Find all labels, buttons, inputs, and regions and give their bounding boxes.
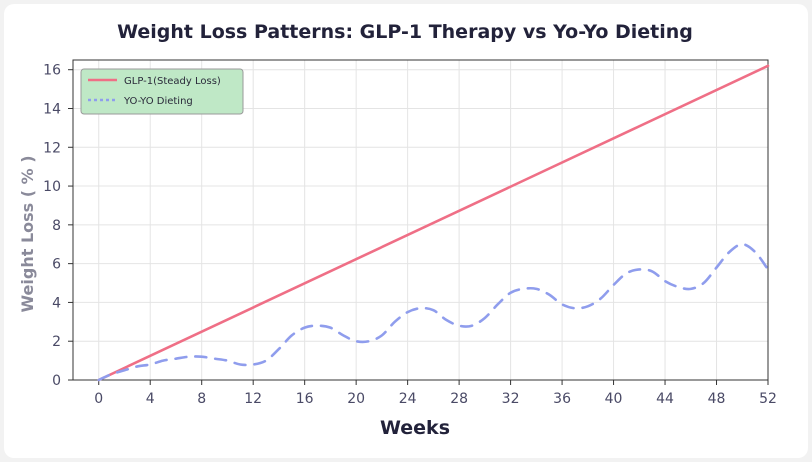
x-tick-label: 0 <box>94 391 103 407</box>
y-axis-ticks: 0 2 4 6 8 10 12 14 16 <box>43 63 73 389</box>
x-tick-label: 16 <box>296 391 314 407</box>
x-tick-label: 4 <box>146 391 155 407</box>
series-line-0 <box>97 64 770 382</box>
x-axis-label: Weeks <box>380 417 450 439</box>
x-tick-label: 8 <box>197 391 206 407</box>
x-tick-label: 48 <box>708 391 726 407</box>
series-layer <box>97 64 770 382</box>
x-tick-label: 32 <box>502 391 520 407</box>
plot-frame <box>72 59 769 381</box>
y-tick-label: 12 <box>43 140 61 156</box>
legend-box <box>80 68 244 115</box>
legend-label-glp1: GLP-1(Steady Loss) <box>124 76 221 87</box>
legend-label-yoyo: YO-YO Dieting <box>123 96 193 107</box>
y-tick-label: 6 <box>52 257 61 273</box>
y-tick-label: 16 <box>43 63 61 79</box>
x-tick-label: 20 <box>347 391 365 407</box>
x-tick-label: 40 <box>605 391 623 407</box>
series-line-1 <box>97 242 770 382</box>
legend: GLP-1(Steady Loss) YO-YO Dieting <box>80 68 244 115</box>
chart-title: Weight Loss Patterns: GLP-1 Therapy vs Y… <box>117 21 693 43</box>
y-tick-label: 8 <box>52 218 61 234</box>
x-tick-label: 44 <box>656 391 674 407</box>
y-axis-label: Weight Loss ( % ) <box>18 155 37 312</box>
x-axis-ticks: 0 4 8 12 16 20 24 28 32 36 40 44 48 52 <box>94 380 777 407</box>
y-tick-label: 0 <box>52 373 61 389</box>
x-tick-label: 28 <box>450 391 468 407</box>
y-tick-label: 10 <box>43 179 61 195</box>
x-tick-label: 36 <box>553 391 571 407</box>
x-tick-label: 12 <box>244 391 262 407</box>
y-tick-label: 4 <box>52 295 61 311</box>
x-tick-label: 24 <box>399 391 417 407</box>
y-tick-label: 14 <box>43 101 61 117</box>
y-tick-label: 2 <box>52 334 61 350</box>
x-tick-label: 52 <box>759 391 777 407</box>
